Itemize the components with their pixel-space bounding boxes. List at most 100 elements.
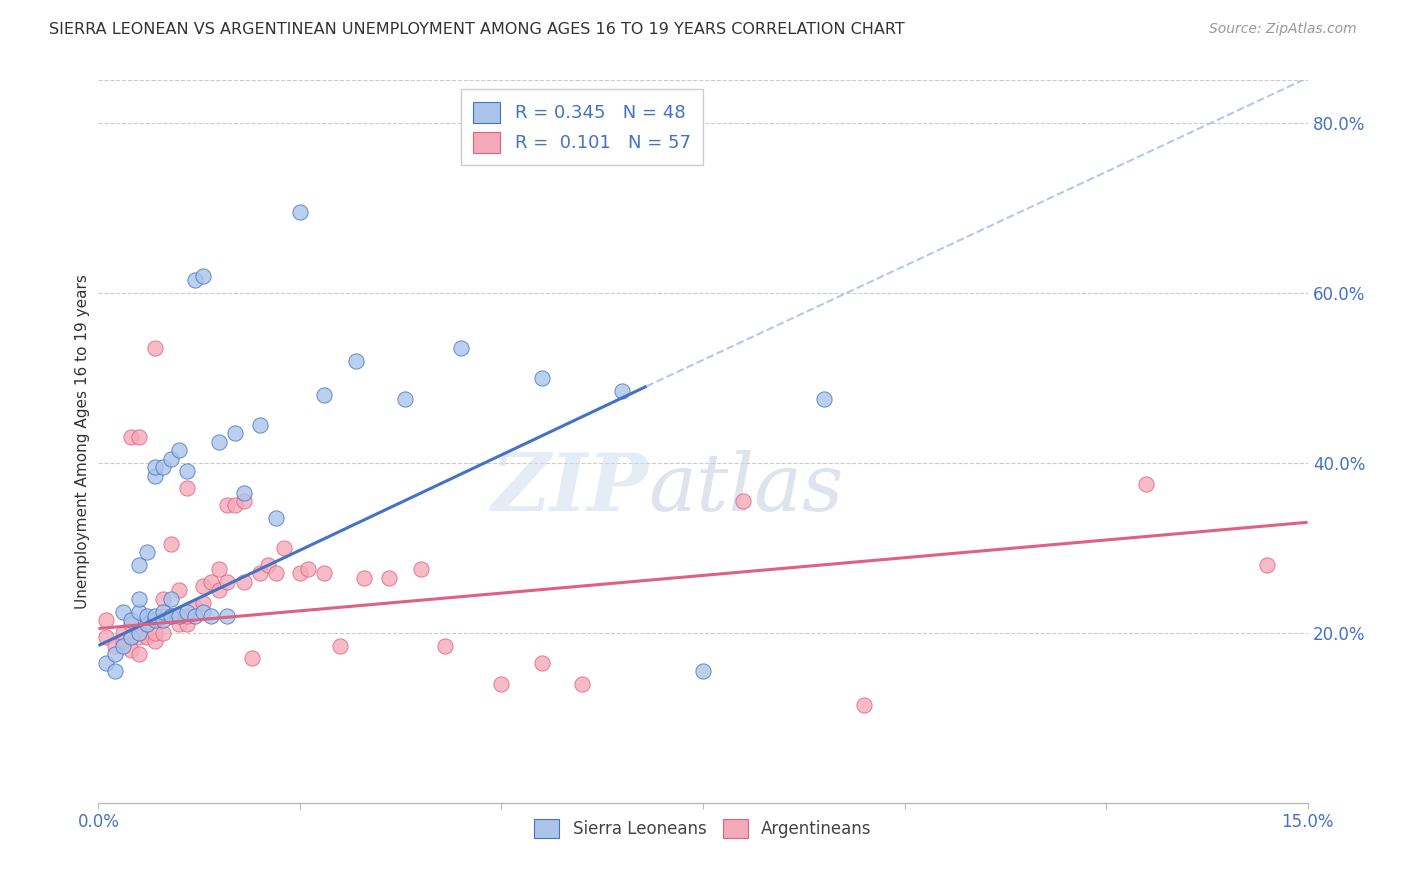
Point: [120, 617, 142, 632]
Point: [167, 608, 190, 623]
Point: [120, 630, 142, 644]
Point: [208, 434, 231, 449]
Point: [167, 583, 190, 598]
Point: [111, 605, 134, 619]
Point: [128, 430, 150, 444]
Point: [152, 625, 174, 640]
Point: [167, 443, 190, 458]
Point: [264, 566, 287, 581]
Point: [232, 574, 254, 589]
Point: [273, 541, 295, 555]
Point: [264, 511, 287, 525]
Point: [297, 562, 319, 576]
Point: [103, 639, 125, 653]
Point: [491, 677, 513, 691]
Point: [314, 566, 336, 581]
Point: [135, 630, 157, 644]
Point: [353, 570, 375, 584]
Point: [96, 656, 118, 670]
Text: atlas: atlas: [648, 450, 844, 527]
Point: [120, 642, 142, 657]
Point: [184, 608, 207, 623]
Point: [143, 460, 166, 475]
Point: [152, 460, 174, 475]
Point: [813, 392, 835, 406]
Point: [344, 353, 367, 368]
Point: [160, 451, 183, 466]
Point: [111, 625, 134, 640]
Point: [240, 651, 263, 665]
Point: [143, 625, 166, 640]
Point: [128, 605, 150, 619]
Point: [249, 417, 271, 432]
Point: [176, 464, 198, 478]
Point: [314, 388, 336, 402]
Point: [409, 562, 432, 576]
Point: [143, 608, 166, 623]
Point: [167, 617, 190, 632]
Point: [193, 596, 215, 610]
Point: [176, 617, 198, 632]
Point: [128, 630, 150, 644]
Point: [530, 371, 553, 385]
Point: [103, 647, 125, 661]
Point: [128, 625, 150, 640]
Point: [193, 579, 215, 593]
Point: [249, 566, 271, 581]
Point: [193, 268, 215, 283]
Point: [120, 430, 142, 444]
Point: [152, 591, 174, 606]
Point: [152, 613, 174, 627]
Point: [224, 425, 246, 440]
Point: [96, 630, 118, 644]
Point: [853, 698, 876, 712]
Point: [217, 608, 239, 623]
Point: [103, 664, 125, 678]
Point: [232, 485, 254, 500]
Point: [200, 574, 222, 589]
Point: [135, 617, 157, 632]
Point: [288, 205, 311, 219]
Point: [208, 562, 231, 576]
Point: [111, 639, 134, 653]
Point: [176, 605, 198, 619]
Point: [256, 558, 278, 572]
Point: [394, 392, 416, 406]
Point: [135, 608, 157, 623]
Point: [135, 617, 157, 632]
Point: [1135, 477, 1157, 491]
Point: [176, 608, 198, 623]
Point: [288, 566, 311, 581]
Point: [176, 481, 198, 495]
Text: ZIP: ZIP: [492, 450, 648, 527]
Point: [135, 545, 157, 559]
Point: [224, 498, 246, 512]
Point: [160, 608, 183, 623]
Point: [208, 583, 231, 598]
Point: [152, 608, 174, 623]
Point: [143, 341, 166, 355]
Point: [128, 558, 150, 572]
Point: [733, 494, 755, 508]
Point: [450, 341, 472, 355]
Point: [160, 536, 183, 550]
Point: [96, 613, 118, 627]
Legend: Sierra Leoneans, Argentineans: Sierra Leoneans, Argentineans: [527, 813, 879, 845]
Point: [143, 613, 166, 627]
Point: [612, 384, 634, 398]
Point: [111, 634, 134, 648]
Point: [571, 677, 593, 691]
Point: [200, 608, 222, 623]
Point: [120, 613, 142, 627]
Point: [143, 468, 166, 483]
Point: [128, 591, 150, 606]
Point: [184, 600, 207, 615]
Text: Source: ZipAtlas.com: Source: ZipAtlas.com: [1209, 22, 1357, 37]
Point: [329, 639, 352, 653]
Point: [143, 634, 166, 648]
Point: [692, 664, 714, 678]
Point: [530, 656, 553, 670]
Point: [193, 605, 215, 619]
Point: [128, 647, 150, 661]
Point: [232, 494, 254, 508]
